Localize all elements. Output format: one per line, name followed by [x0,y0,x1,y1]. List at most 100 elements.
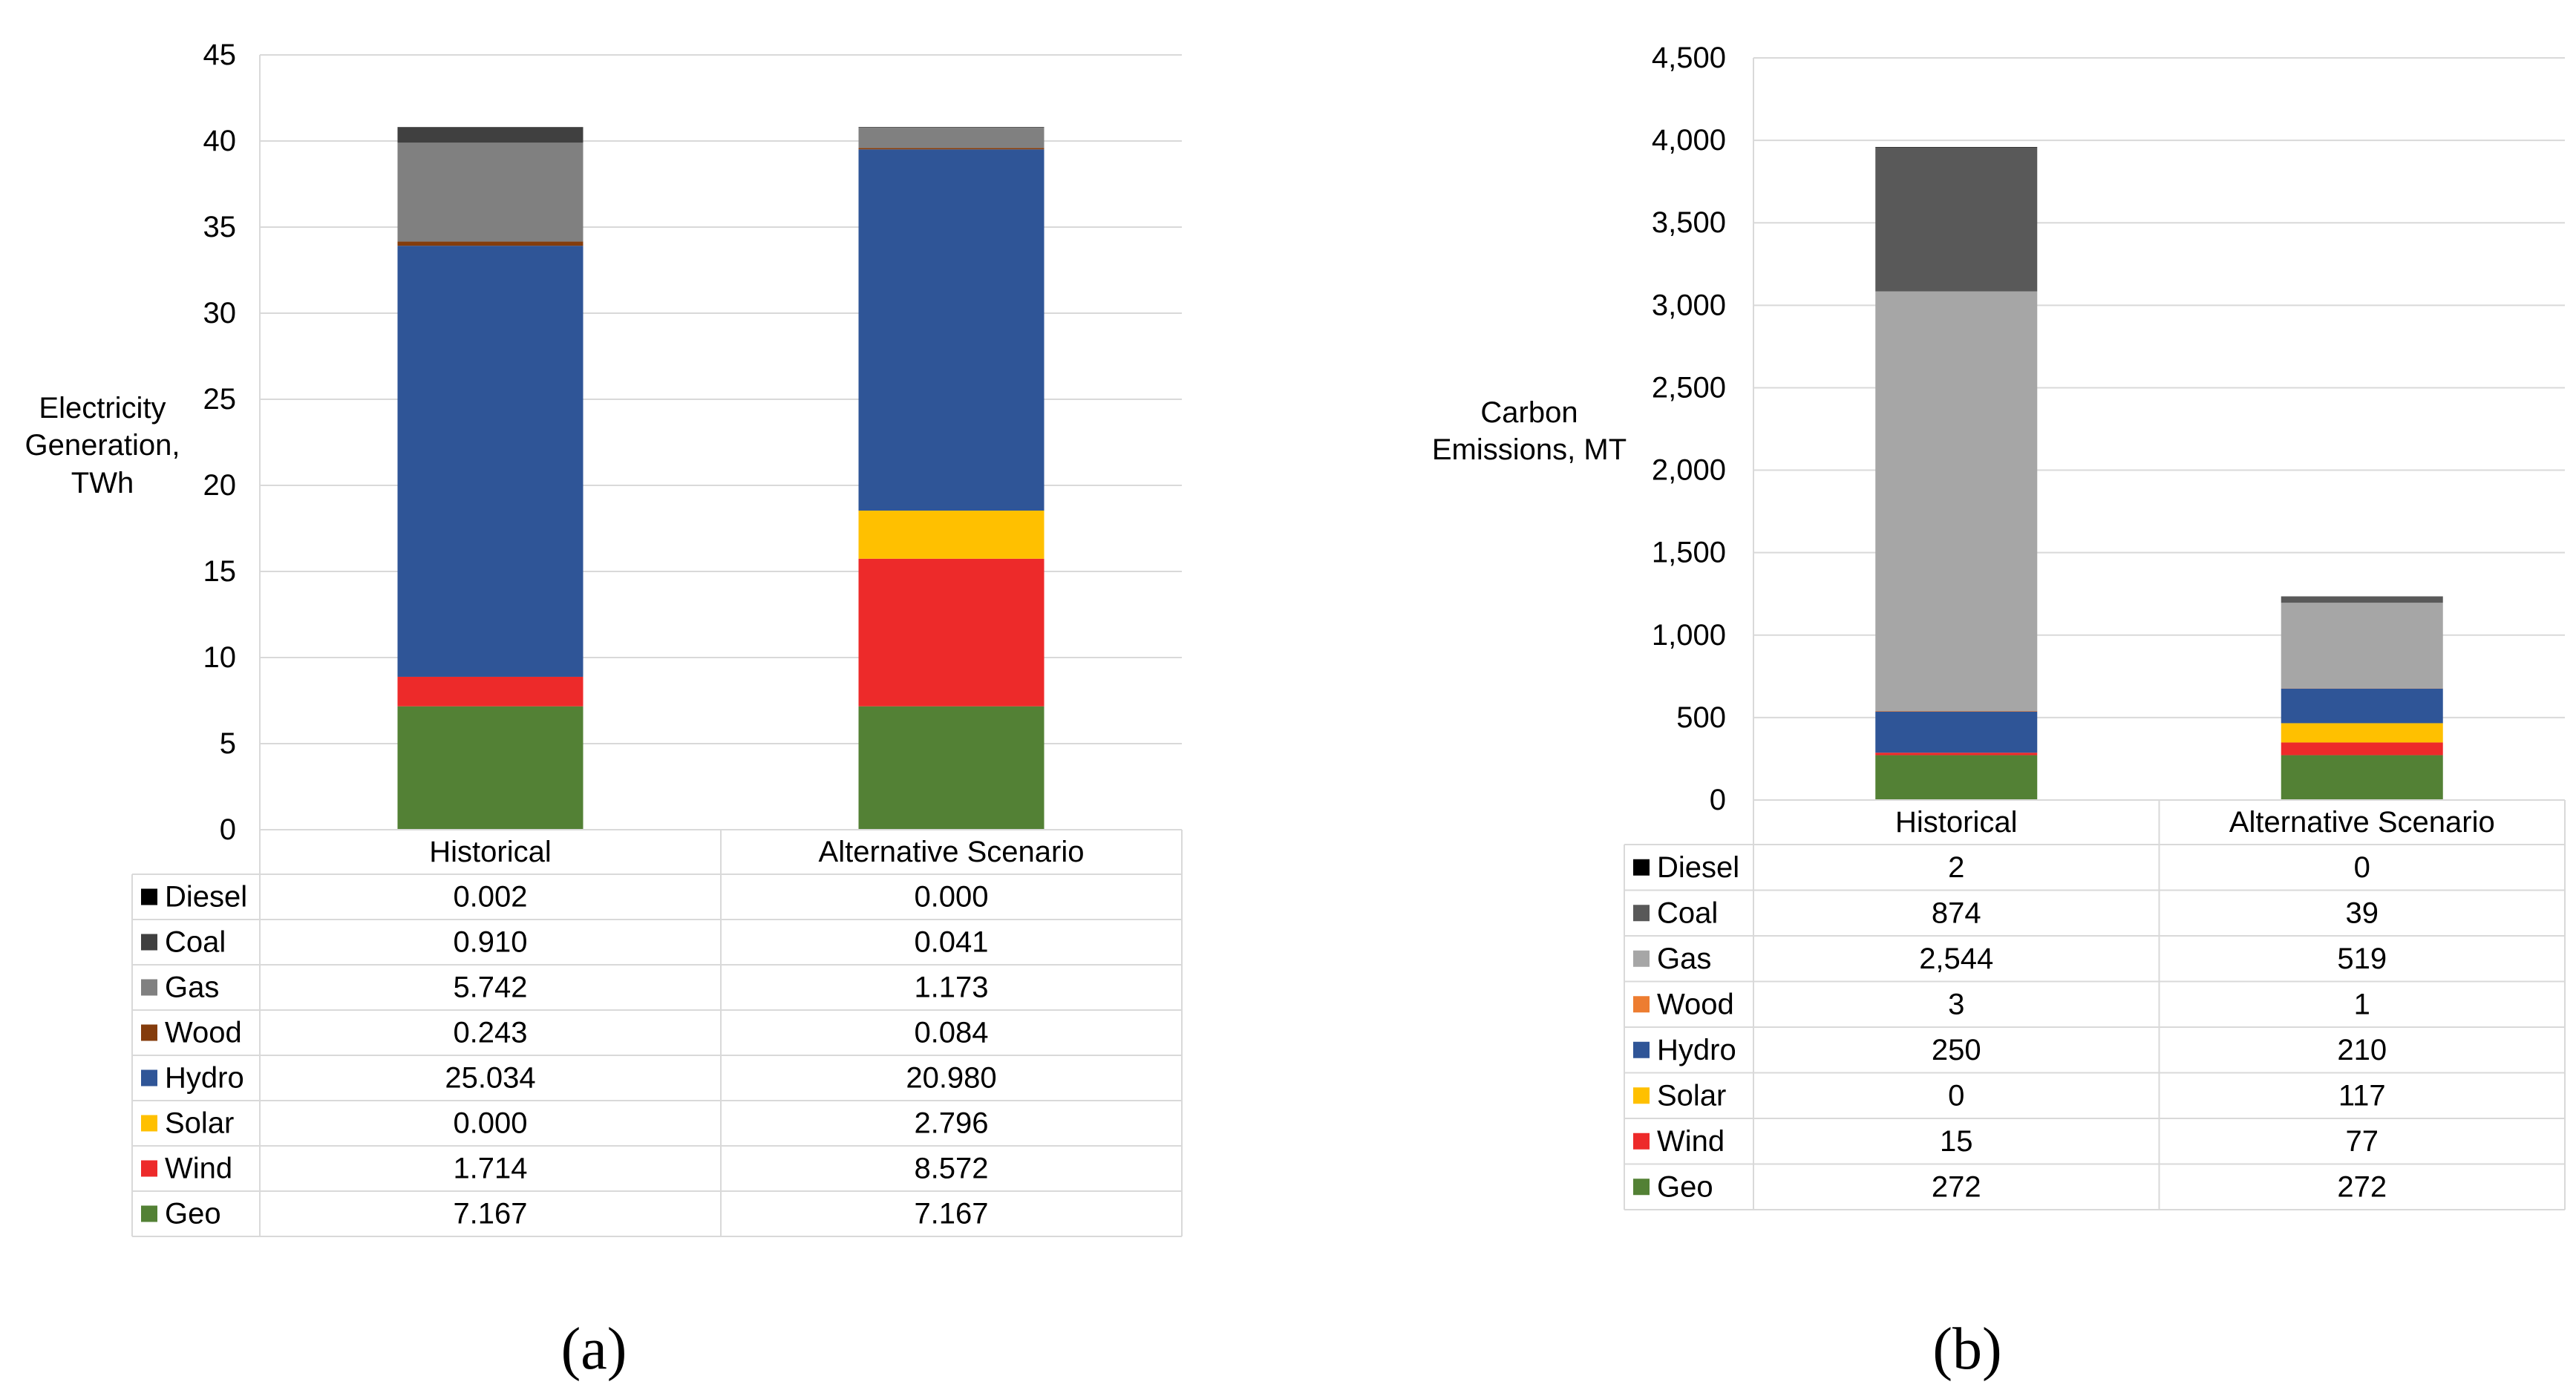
bar-geo-alternative [858,706,1045,830]
data-label: 272 [2337,1170,2387,1203]
data-label: 1.714 [453,1153,527,1185]
legend-label: Wood [165,1017,242,1049]
y-axis-label: TWh [71,467,134,499]
y-tick-label: 40 [203,125,237,157]
bar-coal-alternative [858,127,1045,128]
data-label: 15 [1940,1125,1973,1158]
category-label: Historical [429,836,551,868]
bar-wind-historical [1875,753,2038,756]
legend-swatch-solar [141,1115,157,1132]
legend-swatch-geo [1633,1179,1650,1196]
data-label: 0 [2354,851,2370,884]
bar-coal-historical [397,127,583,143]
bar-gas-alternative [858,128,1045,148]
y-tick-label: 4,500 [1652,42,1726,74]
y-tick-label: 20 [203,469,237,502]
y-tick-label: 4,000 [1652,124,1726,157]
data-label: 272 [1932,1170,1981,1203]
data-label: 25.034 [445,1062,535,1095]
legend-swatch-geo [141,1205,157,1222]
bar-geo-alternative [2281,755,2443,800]
legend-label: Geo [165,1198,221,1230]
legend-label: Solar [165,1107,234,1140]
legend-swatch-wood [1633,996,1650,1013]
data-label: 8.572 [914,1153,988,1185]
y-axis-label: Electricity [39,392,166,425]
y-tick-label: 25 [203,383,237,416]
legend-swatch-diesel [141,888,157,905]
legend-label: Wind [165,1153,232,1185]
y-tick-label: 3,000 [1652,289,1726,321]
bar-hydro-alternative [2281,688,2443,724]
legend-label: Hydro [1657,1034,1736,1066]
data-label: 0.002 [453,881,527,914]
data-label: 39 [2346,897,2379,929]
bar-solar-alternative [2281,723,2443,743]
legend-label: Geo [1657,1170,1713,1203]
bar-hydro-historical [397,246,583,677]
data-label: 2,544 [1919,943,1993,975]
data-label: 0 [1948,1079,1964,1112]
bar-gas-historical [397,142,583,242]
bar-wind-historical [397,676,583,707]
y-tick-label: 0 [1710,784,1726,816]
data-label: 0.000 [914,881,988,914]
legend-label: Coal [165,926,226,959]
category-label: Historical [1895,806,2017,839]
y-tick-label: 3,500 [1652,206,1726,239]
data-label: 0.084 [914,1017,988,1049]
data-label: 0.041 [914,926,988,959]
bar-gas-alternative [2281,603,2443,689]
y-axis-label: Emissions, MT [1432,433,1627,466]
bar-hydro-alternative [858,149,1045,511]
bar-solar-alternative [858,510,1045,559]
y-tick-label: 10 [203,641,237,674]
data-label: 77 [2346,1125,2379,1158]
panel-label: (a) [561,1317,627,1382]
y-tick-label: 500 [1676,701,1726,734]
y-axis-label: Generation, [24,429,180,462]
data-label: 7.167 [914,1198,988,1230]
y-tick-label: 2,500 [1652,371,1726,404]
y-tick-label: 30 [203,297,237,330]
data-label: 0.000 [453,1107,527,1140]
data-label: 519 [2337,943,2387,975]
data-label: 117 [2338,1079,2386,1112]
legend-swatch-hydro [1633,1041,1650,1058]
legend-swatch-diesel [1633,859,1650,876]
bar-gas-historical [1875,291,2038,712]
data-label: 5.742 [453,971,527,1004]
legend-swatch-coal [1633,905,1650,922]
data-label: 210 [2337,1034,2387,1066]
data-label: 1.173 [914,971,988,1004]
legend-label: Diesel [165,881,247,914]
bar-wood-alternative [858,148,1045,150]
legend-swatch-gas [1633,950,1650,967]
data-label: 7.167 [453,1198,527,1230]
data-label: 250 [1932,1034,1981,1066]
legend-swatch-coal [141,934,157,951]
bar-hydro-historical [1875,711,2038,753]
legend-label: Wood [1657,988,1734,1020]
legend-label: Solar [1657,1079,1726,1112]
data-label: 0.243 [453,1017,527,1049]
legend-label: Gas [165,971,219,1004]
legend-swatch-wind [141,1160,157,1177]
bar-geo-historical [1875,755,2038,800]
bar-wood-historical [397,241,583,246]
bar-wind-alternative [858,558,1045,707]
legend-label: Diesel [1657,851,1739,884]
data-label: 2 [1948,851,1964,884]
legend-label: Gas [1657,943,1711,975]
legend-swatch-hydro [141,1069,157,1086]
data-label: 20.980 [906,1062,996,1095]
y-axis-label: Carbon [1480,396,1578,429]
panel-label: (b) [1932,1317,2001,1382]
category-label: Alternative Scenario [2229,806,2495,839]
y-tick-label: 5 [220,727,236,760]
bar-geo-historical [397,706,583,830]
bar-wind-alternative [2281,742,2443,756]
y-tick-label: 45 [203,39,237,71]
legend-label: Wind [1657,1125,1725,1158]
